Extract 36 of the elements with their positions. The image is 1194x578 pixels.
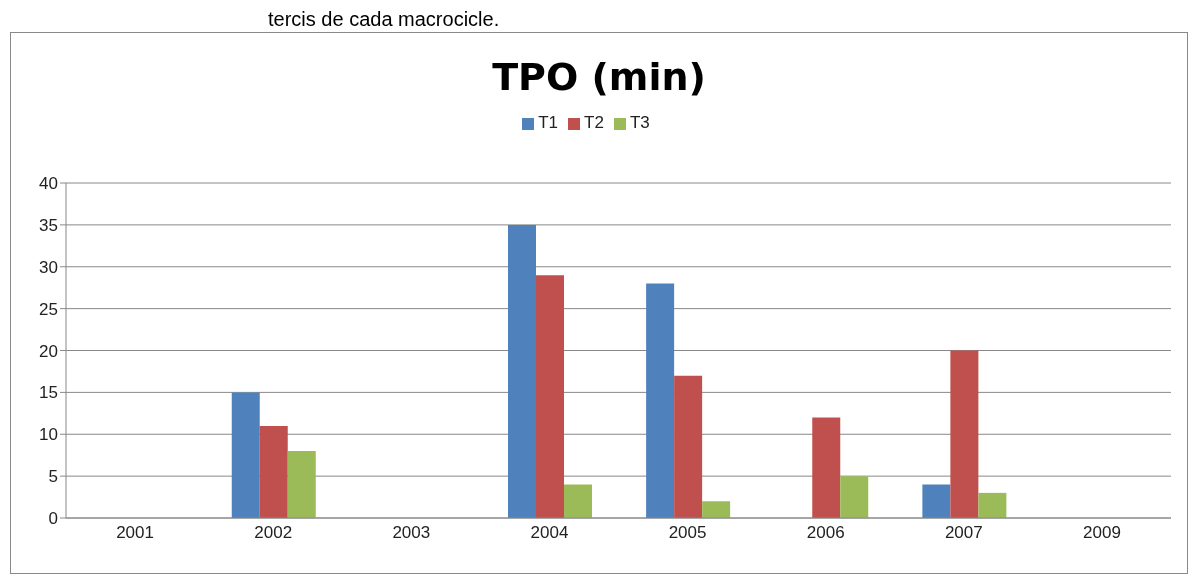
bar [231, 392, 260, 518]
y-tick-label: 25 [39, 299, 58, 319]
legend-label: T1 [538, 113, 559, 132]
text: tercis de cada macrocicle. [268, 8, 500, 31]
y-tick-label: 10 [39, 425, 58, 445]
x-tick-label: 2001 [116, 523, 154, 543]
y-tick-label: 15 [39, 383, 58, 403]
y-tick-label: 40 [39, 174, 58, 194]
bar [259, 425, 288, 518]
legend-label: T3 [629, 113, 650, 132]
x-tick-label: 2003 [392, 523, 431, 543]
y-tick-label: 35 [39, 215, 58, 235]
bar [564, 484, 592, 518]
bar [674, 375, 703, 518]
x-tick-label: 2005 [668, 523, 707, 543]
bar [978, 492, 1007, 518]
x-tick-label: 2007 [944, 523, 983, 543]
bar [287, 451, 316, 518]
x-tick-label: 2002 [254, 523, 293, 543]
chart-title: TPO (min) [491, 55, 707, 99]
y-tick-label: 5 [48, 467, 58, 487]
bar [812, 417, 841, 518]
legend-label: T2 [584, 113, 604, 132]
bar [536, 275, 564, 518]
bar [840, 476, 869, 518]
y-tick-label: 30 [39, 257, 58, 277]
x-tick-label: 2009 [1083, 523, 1121, 543]
bar [702, 501, 731, 518]
bar [508, 224, 536, 518]
x-tick-label: 2004 [530, 523, 569, 543]
bar [950, 350, 979, 518]
y-tick-label: 20 [39, 341, 58, 361]
bar [646, 283, 675, 518]
bar [922, 484, 951, 518]
y-tick-label: 0 [48, 509, 58, 529]
x-tick-label: 2006 [806, 523, 845, 543]
